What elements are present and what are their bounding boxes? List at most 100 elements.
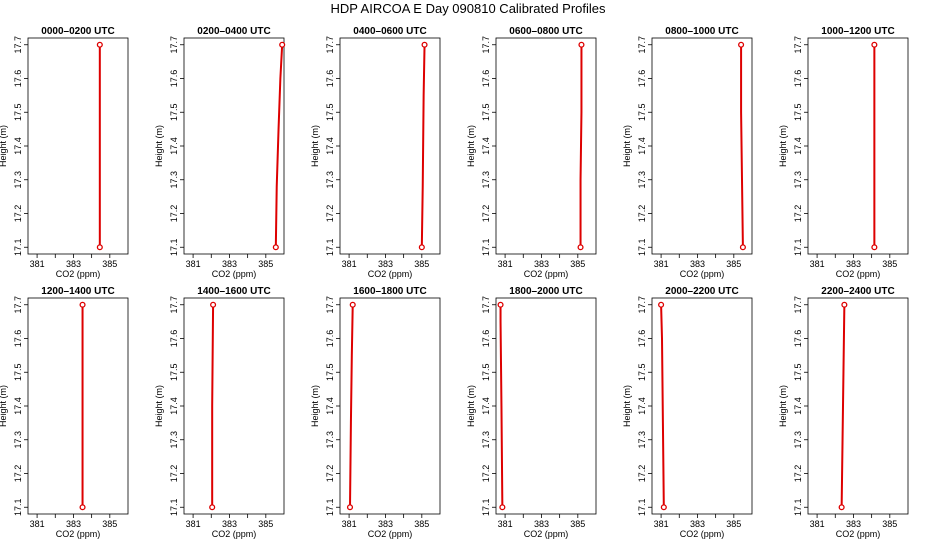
y-tick-label: 17.4 [169, 137, 179, 155]
profile-point [346, 504, 354, 511]
plot-frame [183, 297, 285, 515]
y-tick-label: 17.5 [169, 363, 179, 381]
panel-title: 1400–1600 UTC [197, 286, 270, 297]
panel-title: 0800–1000 UTC [665, 26, 738, 37]
y-tick-label: 17.5 [793, 103, 803, 121]
panel-title: 2200–2400 UTC [821, 286, 894, 297]
x-axis-label: CO2 (ppm) [56, 269, 101, 279]
x-tick-label: 383 [66, 519, 81, 529]
panel-title: 1800–2000 UTC [509, 286, 582, 297]
y-tick-label: 17.4 [637, 397, 647, 415]
y-tick-label: 17.2 [13, 205, 23, 223]
x-axis-label: CO2 (ppm) [368, 269, 413, 279]
panel-title: 1600–1800 UTC [353, 286, 426, 297]
x-tick-label: 381 [30, 519, 45, 529]
y-tick-label: 17.3 [169, 171, 179, 189]
y-tick-label: 17.5 [637, 363, 647, 381]
y-tick-label: 17.6 [13, 70, 23, 88]
y-tick-label: 17.1 [481, 498, 491, 516]
x-tick-label: 381 [342, 259, 357, 269]
y-tick-label: 17.6 [793, 70, 803, 88]
y-tick-label: 17.5 [13, 103, 23, 121]
x-tick-label: 385 [882, 259, 897, 269]
y-tick-label: 17.6 [325, 70, 335, 88]
y-tick-label: 17.5 [169, 103, 179, 121]
profile-point [272, 244, 279, 251]
y-tick-label: 17.7 [481, 36, 491, 54]
profile-line [660, 304, 665, 508]
y-tick-label: 17.2 [169, 205, 179, 223]
y-tick-label: 17.7 [325, 296, 335, 314]
panel-title: 1200–1400 UTC [41, 286, 114, 297]
panel-title: 0600–0800 UTC [509, 26, 582, 37]
profile-line [740, 44, 744, 248]
plot-frame [27, 37, 129, 255]
y-tick-label: 17.6 [637, 330, 647, 348]
profile-line [274, 44, 284, 248]
y-axis-label: Height (m) [622, 385, 632, 427]
profile-point [739, 244, 746, 251]
x-tick-label: 381 [498, 259, 513, 269]
x-axis-label: CO2 (ppm) [56, 529, 101, 539]
y-axis-label: Height (m) [622, 125, 632, 167]
x-tick-label: 385 [102, 519, 117, 529]
plot-frame [807, 297, 909, 515]
y-tick-label: 17.3 [637, 431, 647, 449]
x-tick-label: 383 [690, 259, 705, 269]
y-tick-label: 17.7 [637, 36, 647, 54]
profile-point [738, 41, 745, 48]
y-tick-label: 17.2 [169, 465, 179, 483]
y-tick-label: 17.5 [637, 103, 647, 121]
y-tick-label: 17.5 [325, 363, 335, 381]
x-tick-label: 385 [726, 259, 741, 269]
y-tick-label: 17.3 [637, 171, 647, 189]
y-tick-label: 17.2 [481, 205, 491, 223]
plot-frame [651, 297, 753, 515]
plot-frame [339, 297, 441, 515]
profile-point [96, 41, 103, 48]
x-axis-label: CO2 (ppm) [836, 269, 881, 279]
y-tick-label: 17.3 [793, 431, 803, 449]
y-axis-label: Height (m) [778, 385, 788, 427]
y-tick-label: 17.5 [793, 363, 803, 381]
y-axis-label: Height (m) [0, 385, 8, 427]
y-tick-label: 17.1 [637, 498, 647, 516]
profile-line [349, 304, 354, 508]
y-tick-label: 17.7 [793, 36, 803, 54]
panel-title: 1000–1200 UTC [821, 26, 894, 37]
y-tick-label: 17.6 [793, 330, 803, 348]
y-tick-label: 17.1 [793, 498, 803, 516]
y-tick-label: 17.3 [481, 171, 491, 189]
y-tick-label: 17.7 [13, 36, 23, 54]
profile-point [79, 504, 86, 511]
profile-point [871, 41, 878, 48]
y-axis-label: Height (m) [466, 125, 476, 167]
profile-point [497, 301, 504, 308]
profile-point [841, 301, 848, 308]
y-axis-label: Height (m) [310, 385, 320, 427]
y-axis-label: Height (m) [466, 385, 476, 427]
y-tick-label: 17.2 [793, 465, 803, 483]
x-axis-label: CO2 (ppm) [680, 269, 725, 279]
plot-frame [27, 297, 129, 515]
x-tick-label: 381 [186, 519, 201, 529]
y-tick-label: 17.4 [13, 137, 23, 155]
x-tick-label: 381 [30, 259, 45, 269]
y-tick-label: 17.5 [325, 103, 335, 121]
y-tick-label: 17.2 [325, 465, 335, 483]
y-tick-label: 17.2 [637, 205, 647, 223]
profile-point [96, 244, 103, 251]
plot-frame [183, 37, 285, 255]
profile-point [660, 504, 667, 511]
profile-point [838, 504, 845, 511]
y-tick-label: 17.6 [169, 330, 179, 348]
y-tick-label: 17.1 [637, 238, 647, 256]
y-tick-label: 17.4 [637, 137, 647, 155]
x-tick-label: 381 [186, 259, 201, 269]
y-tick-label: 17.2 [13, 465, 23, 483]
x-tick-label: 383 [534, 259, 549, 269]
y-tick-label: 17.6 [169, 70, 179, 88]
profile-point [421, 41, 428, 48]
x-axis-label: CO2 (ppm) [212, 269, 257, 279]
x-tick-label: 385 [570, 519, 585, 529]
